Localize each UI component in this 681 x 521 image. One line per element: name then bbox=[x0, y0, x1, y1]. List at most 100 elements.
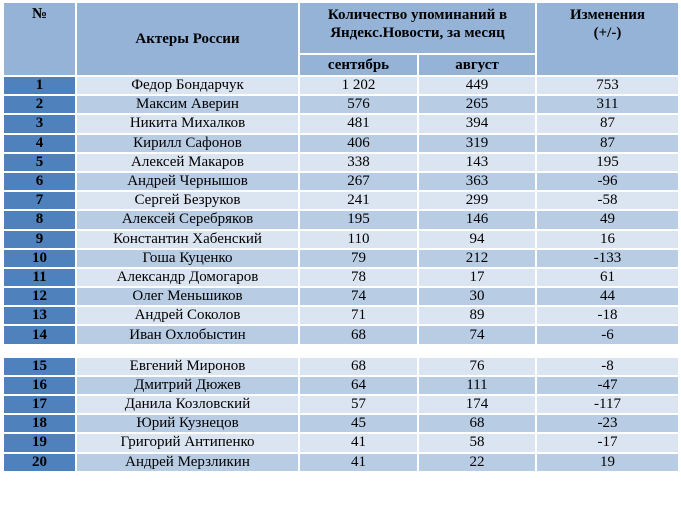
september-count-cell: 71 bbox=[298, 305, 419, 327]
change-cell: -8 bbox=[535, 355, 680, 377]
august-count-cell: 449 bbox=[417, 74, 537, 97]
september-count-cell: 195 bbox=[298, 209, 419, 231]
september-count-cell: 338 bbox=[298, 151, 419, 173]
table-body: 1 Федор Бондарчук 1 202 449 753 2 Максим Авери… bbox=[2, 74, 680, 473]
table-row: 2 Максим Аверин 576 265 311 bbox=[2, 94, 680, 116]
august-count-cell: 89 bbox=[417, 305, 537, 327]
actor-name-cell: Юрий Кузнецов bbox=[75, 413, 300, 435]
table-row: 4 Кирилл Сафонов 406 319 87 bbox=[2, 132, 680, 154]
august-count-cell: 299 bbox=[417, 190, 537, 212]
september-count-cell: 57 bbox=[298, 393, 419, 416]
actors-mentions-table: № Актеры России Количество упоминаний в … bbox=[2, 1, 680, 473]
rank-cell: 11 bbox=[2, 266, 77, 289]
august-count-cell: 265 bbox=[417, 94, 537, 116]
header-actors: Актеры России bbox=[75, 1, 300, 77]
rank-cell: 4 bbox=[2, 132, 77, 154]
rank-cell: 9 bbox=[2, 228, 77, 250]
table-row: 6 Андрей Чернышов 267 363 -96 bbox=[2, 170, 680, 193]
change-cell: 44 bbox=[535, 286, 680, 308]
table-row: 18 Юрий Кузнецов 45 68 -23 bbox=[2, 413, 680, 435]
actor-name-cell: Иван Охлобыстин bbox=[75, 324, 300, 346]
table-row: 20 Андрей Мерзликин 41 22 19 bbox=[2, 451, 680, 473]
actor-name-cell: Андрей Чернышов bbox=[75, 170, 300, 193]
september-count-cell: 241 bbox=[298, 190, 419, 212]
change-cell: 61 bbox=[535, 266, 680, 289]
rank-cell: 20 bbox=[2, 451, 77, 473]
table-row: 17 Данила Козловский 57 174 -117 bbox=[2, 393, 680, 416]
change-cell: -133 bbox=[535, 247, 680, 269]
rank-cell: 5 bbox=[2, 151, 77, 173]
september-count-cell: 267 bbox=[298, 170, 419, 193]
august-count-cell: 146 bbox=[417, 209, 537, 231]
table-row: 13 Андрей Соколов 71 89 -18 bbox=[2, 305, 680, 327]
header-mentions: Количество упоминаний в Яндекс.Новости, … bbox=[298, 1, 537, 55]
change-cell: 87 bbox=[535, 113, 680, 135]
rank-cell: 12 bbox=[2, 286, 77, 308]
august-count-cell: 174 bbox=[417, 393, 537, 416]
rank-cell: 7 bbox=[2, 190, 77, 212]
august-count-cell: 394 bbox=[417, 113, 537, 135]
table-row: 5 Алексей Макаров 338 143 195 bbox=[2, 151, 680, 173]
rank-cell: 14 bbox=[2, 324, 77, 346]
table-gap-row bbox=[2, 343, 680, 358]
actor-name-cell: Олег Меньшиков bbox=[75, 286, 300, 308]
september-count-cell: 406 bbox=[298, 132, 419, 154]
august-count-cell: 58 bbox=[417, 432, 537, 454]
actor-name-cell: Дмитрий Дюжев bbox=[75, 374, 300, 397]
august-count-cell: 111 bbox=[417, 374, 537, 397]
august-count-cell: 74 bbox=[417, 324, 537, 346]
september-count-cell: 41 bbox=[298, 432, 419, 454]
august-count-cell: 17 bbox=[417, 266, 537, 289]
actor-name-cell: Максим Аверин bbox=[75, 94, 300, 116]
september-count-cell: 110 bbox=[298, 228, 419, 250]
rank-cell: 15 bbox=[2, 355, 77, 377]
rank-cell: 2 bbox=[2, 94, 77, 116]
change-cell: -23 bbox=[535, 413, 680, 435]
table-row: 8 Алексей Серебряков 195 146 49 bbox=[2, 209, 680, 231]
september-count-cell: 45 bbox=[298, 413, 419, 435]
gap-cell bbox=[2, 343, 680, 358]
actor-name-cell: Евгений Миронов bbox=[75, 355, 300, 377]
change-cell: -96 bbox=[535, 170, 680, 193]
rank-cell: 18 bbox=[2, 413, 77, 435]
rank-cell: 13 bbox=[2, 305, 77, 327]
change-cell: 311 bbox=[535, 94, 680, 116]
ranking-table-container: № Актеры России Количество упоминаний в … bbox=[2, 1, 680, 473]
september-count-cell: 1 202 bbox=[298, 74, 419, 97]
august-count-cell: 68 bbox=[417, 413, 537, 435]
table-row: 14 Иван Охлобыстин 68 74 -6 bbox=[2, 324, 680, 346]
rank-cell: 16 bbox=[2, 374, 77, 397]
table-row: 11 Александр Домогаров 78 17 61 bbox=[2, 266, 680, 289]
august-count-cell: 76 bbox=[417, 355, 537, 377]
change-cell: -18 bbox=[535, 305, 680, 327]
actor-name-cell: Алексей Серебряков bbox=[75, 209, 300, 231]
change-cell: 195 bbox=[535, 151, 680, 173]
august-count-cell: 94 bbox=[417, 228, 537, 250]
actor-name-cell: Кирилл Сафонов bbox=[75, 132, 300, 154]
table-row: 19 Григорий Антипенко 41 58 -17 bbox=[2, 432, 680, 454]
change-cell: -47 bbox=[535, 374, 680, 397]
actor-name-cell: Александр Домогаров bbox=[75, 266, 300, 289]
change-cell: -17 bbox=[535, 432, 680, 454]
rank-cell: 6 bbox=[2, 170, 77, 193]
change-cell: 16 bbox=[535, 228, 680, 250]
rank-cell: 10 bbox=[2, 247, 77, 269]
august-count-cell: 212 bbox=[417, 247, 537, 269]
rank-cell: 3 bbox=[2, 113, 77, 135]
table-row: 7 Сергей Безруков 241 299 -58 bbox=[2, 190, 680, 212]
august-count-cell: 319 bbox=[417, 132, 537, 154]
actor-name-cell: Андрей Соколов bbox=[75, 305, 300, 327]
august-count-cell: 22 bbox=[417, 451, 537, 473]
table-row: 15 Евгений Миронов 68 76 -8 bbox=[2, 355, 680, 377]
actor-name-cell: Никита Михалков bbox=[75, 113, 300, 135]
august-count-cell: 30 bbox=[417, 286, 537, 308]
september-count-cell: 68 bbox=[298, 324, 419, 346]
september-count-cell: 79 bbox=[298, 247, 419, 269]
change-cell: -117 bbox=[535, 393, 680, 416]
september-count-cell: 576 bbox=[298, 94, 419, 116]
actor-name-cell: Данила Козловский bbox=[75, 393, 300, 416]
actor-name-cell: Гоша Куценко bbox=[75, 247, 300, 269]
actor-name-cell: Григорий Антипенко bbox=[75, 432, 300, 454]
august-count-cell: 143 bbox=[417, 151, 537, 173]
change-cell: 49 bbox=[535, 209, 680, 231]
